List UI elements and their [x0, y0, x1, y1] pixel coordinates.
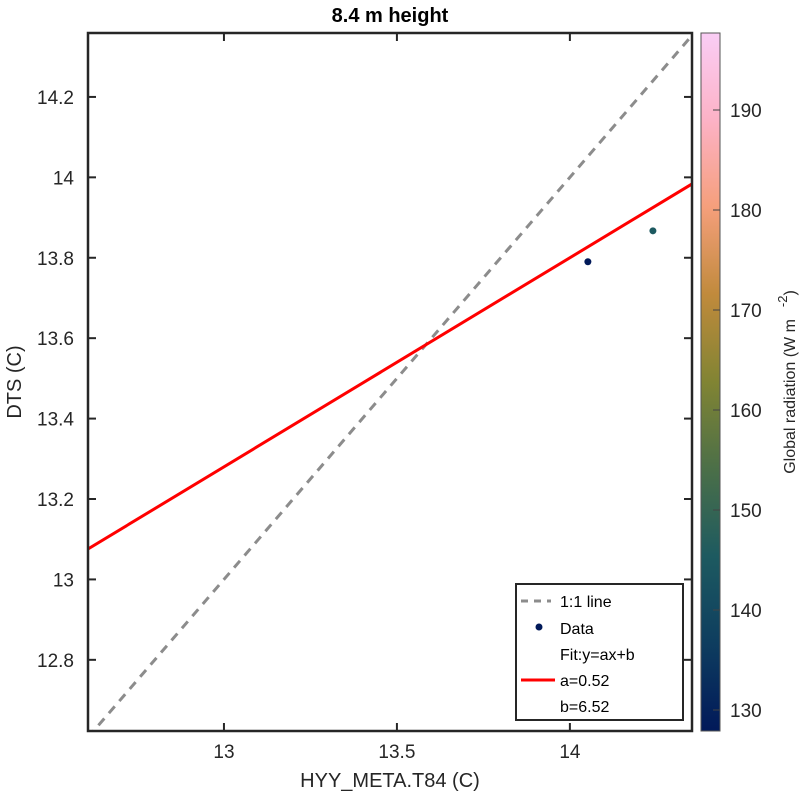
legend: 1:1 line Data Fit:y=ax+b a=0.52 b=6.52 [515, 583, 684, 721]
legend-data-swatch [535, 623, 543, 631]
y-tick-label: 13.6 [37, 329, 74, 350]
legend-data-label: Data [560, 621, 594, 638]
y-tick-label: 13.2 [37, 490, 74, 511]
x-axis: 13 13.5 14 [213, 33, 581, 763]
y-tick-label: 12.8 [37, 651, 74, 672]
legend-box [515, 583, 684, 721]
plot-frame [86, 31, 694, 733]
plot-points [584, 227, 657, 266]
chart-title: 8.4 m height [332, 5, 449, 27]
one-to-one-line [91, 34, 692, 731]
legend-fit-label: Fit:y=ax+b [560, 647, 635, 664]
y-tick-label: 13.8 [37, 249, 74, 270]
y-tick-label: 13.4 [37, 410, 74, 431]
colorbar [700, 32, 721, 732]
colorbar-tick-label: 130 [730, 701, 762, 722]
legend-1to1-label: 1:1 line [560, 594, 612, 611]
data-point [584, 258, 592, 266]
colorbar-tick-label: 180 [730, 201, 762, 222]
legend-b-label: b=6.52 [560, 699, 609, 716]
fit-line [88, 182, 692, 551]
colorbar-tick-label: 160 [730, 401, 762, 422]
x-tick-label: 13 [213, 742, 234, 763]
y-axis: 12.8 13 13.2 13.4 13.6 13.8 14 14.2 [37, 88, 692, 672]
colorbar-ticks: 130 140 150 160 170 180 190 [713, 101, 762, 722]
x-tick-label: 13.5 [378, 742, 415, 763]
plot-lines [88, 34, 692, 731]
y-tick-label: 14.2 [37, 88, 74, 109]
x-tick-label: 14 [559, 742, 581, 763]
colorbar-tick-label: 190 [730, 101, 762, 122]
y-axis-label: DTS (C) [4, 345, 26, 418]
y-tick-label: 14 [53, 168, 75, 189]
colorbar-tick-label: 170 [730, 301, 762, 322]
colorbar-tick-label: 140 [730, 601, 762, 622]
colorbar-label: Global radiation (W m-2) [775, 290, 799, 474]
data-point [649, 227, 657, 235]
legend-a-label: a=0.52 [560, 673, 609, 690]
x-axis-label: HYY_META.T84 (C) [300, 770, 480, 792]
colorbar-tick-label: 150 [730, 501, 762, 522]
y-tick-label: 13 [53, 570, 74, 591]
